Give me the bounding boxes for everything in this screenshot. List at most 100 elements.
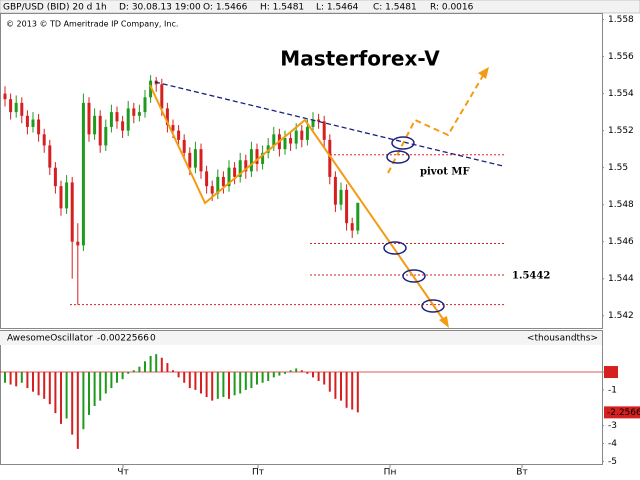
y-tick-label: -4 xyxy=(608,439,617,449)
candle-body xyxy=(160,84,164,109)
arrow-head xyxy=(439,316,449,328)
y-tick-label: 1.552 xyxy=(608,126,634,136)
candle-body xyxy=(25,115,29,127)
y-tick-label: 1.556 xyxy=(608,52,634,62)
candle-body xyxy=(305,126,309,140)
oscillator-readout: -0.0022566 xyxy=(97,334,149,344)
candle-body xyxy=(221,176,225,187)
candle-body xyxy=(199,149,203,172)
value-flag xyxy=(604,406,640,419)
oscillator-header xyxy=(0,331,602,345)
price-panel xyxy=(0,13,603,329)
candle-body xyxy=(104,126,108,146)
candle-body xyxy=(165,108,169,126)
candle-body xyxy=(20,102,24,116)
candle-body xyxy=(37,119,41,135)
y-tick-label: 1.546 xyxy=(608,237,634,247)
ellipse xyxy=(421,299,445,313)
y-tick-label: 1.55 xyxy=(608,163,628,173)
candle-body xyxy=(227,167,231,187)
candle-body xyxy=(48,145,52,168)
candle-body xyxy=(14,102,18,113)
candle-body xyxy=(132,108,136,116)
candle-body xyxy=(93,115,97,135)
candle-body xyxy=(339,189,343,205)
y-tick-label: 1.542 xyxy=(608,311,634,321)
ellipse xyxy=(391,136,415,150)
candle-body xyxy=(333,176,337,205)
candle-body xyxy=(188,152,192,168)
zero-flag xyxy=(604,366,618,379)
y-tick-label: 1.544 xyxy=(608,274,634,284)
candle-body xyxy=(149,80,153,98)
candle-body xyxy=(98,115,102,146)
arrow-head xyxy=(478,67,489,79)
candle-body xyxy=(109,112,113,127)
high: H: 1.5481 xyxy=(260,3,304,13)
candle-body xyxy=(53,167,57,187)
candle-body xyxy=(266,145,270,153)
trend-line xyxy=(154,81,504,167)
value-flag-label: -2.2566 xyxy=(607,408,640,418)
candle-body xyxy=(59,186,63,209)
y-tick-label: -5 xyxy=(608,457,617,467)
oscillator-flag: 0 xyxy=(150,334,156,344)
candle-body xyxy=(81,102,85,246)
oscillator-panel xyxy=(0,330,603,465)
candle-body xyxy=(126,108,130,131)
candle-body xyxy=(143,97,147,113)
ellipse xyxy=(383,241,407,255)
candle-body xyxy=(115,112,119,122)
x-tick-label: Чт xyxy=(117,468,128,478)
range: R: 0.0016 xyxy=(430,3,474,13)
date: D: 30.08.13 19:00 xyxy=(119,3,201,13)
y-tick-label: -1 xyxy=(608,385,617,395)
oscillator-name: AwesomeOscillator xyxy=(7,334,93,344)
x-tick-label: Вт xyxy=(516,468,527,478)
oscillator-units: <thousandths> xyxy=(527,334,598,344)
candle-body xyxy=(255,149,259,164)
candle-body xyxy=(205,171,209,187)
candle-body xyxy=(65,182,69,209)
forecast-line xyxy=(387,73,485,174)
candle-body xyxy=(311,119,315,127)
candle-body xyxy=(121,121,125,131)
candle-body xyxy=(137,112,141,116)
candle-body xyxy=(76,241,80,246)
low: L: 1.5464 xyxy=(316,3,359,13)
x-tick-label: Пт xyxy=(252,468,264,478)
candle-body xyxy=(300,130,304,140)
candle-body xyxy=(238,160,242,177)
pivot-label: pivot MF xyxy=(420,167,470,178)
candle-body xyxy=(9,99,13,113)
candle-body xyxy=(272,134,276,146)
candle-body xyxy=(233,167,237,177)
candle-body xyxy=(249,149,253,172)
level-label: 1.5442 xyxy=(512,271,550,282)
candle-body xyxy=(182,139,186,153)
candle-body xyxy=(322,121,326,140)
candle-body xyxy=(328,139,332,177)
candle-body xyxy=(42,134,46,146)
y-tick-label: 1.548 xyxy=(608,200,634,210)
symbol: GBP/USD (BID) 20 d 1h xyxy=(3,3,107,13)
candle-body xyxy=(350,223,354,231)
x-tick-label: Пн xyxy=(384,468,397,478)
y-tick-label: 1.554 xyxy=(608,89,634,99)
candle-body xyxy=(261,152,265,164)
candle-body xyxy=(294,130,298,144)
candle-body xyxy=(70,182,74,242)
candle-body xyxy=(289,138,293,144)
candle-body xyxy=(210,186,214,194)
candle-body xyxy=(87,102,91,135)
wave-line xyxy=(149,84,446,323)
open: O: 1.5466 xyxy=(203,3,248,13)
candle-body xyxy=(31,119,35,127)
y-tick-label: 1.558 xyxy=(608,15,634,25)
candle-body xyxy=(317,119,321,122)
ellipses xyxy=(383,136,445,313)
candle-body xyxy=(244,160,248,172)
